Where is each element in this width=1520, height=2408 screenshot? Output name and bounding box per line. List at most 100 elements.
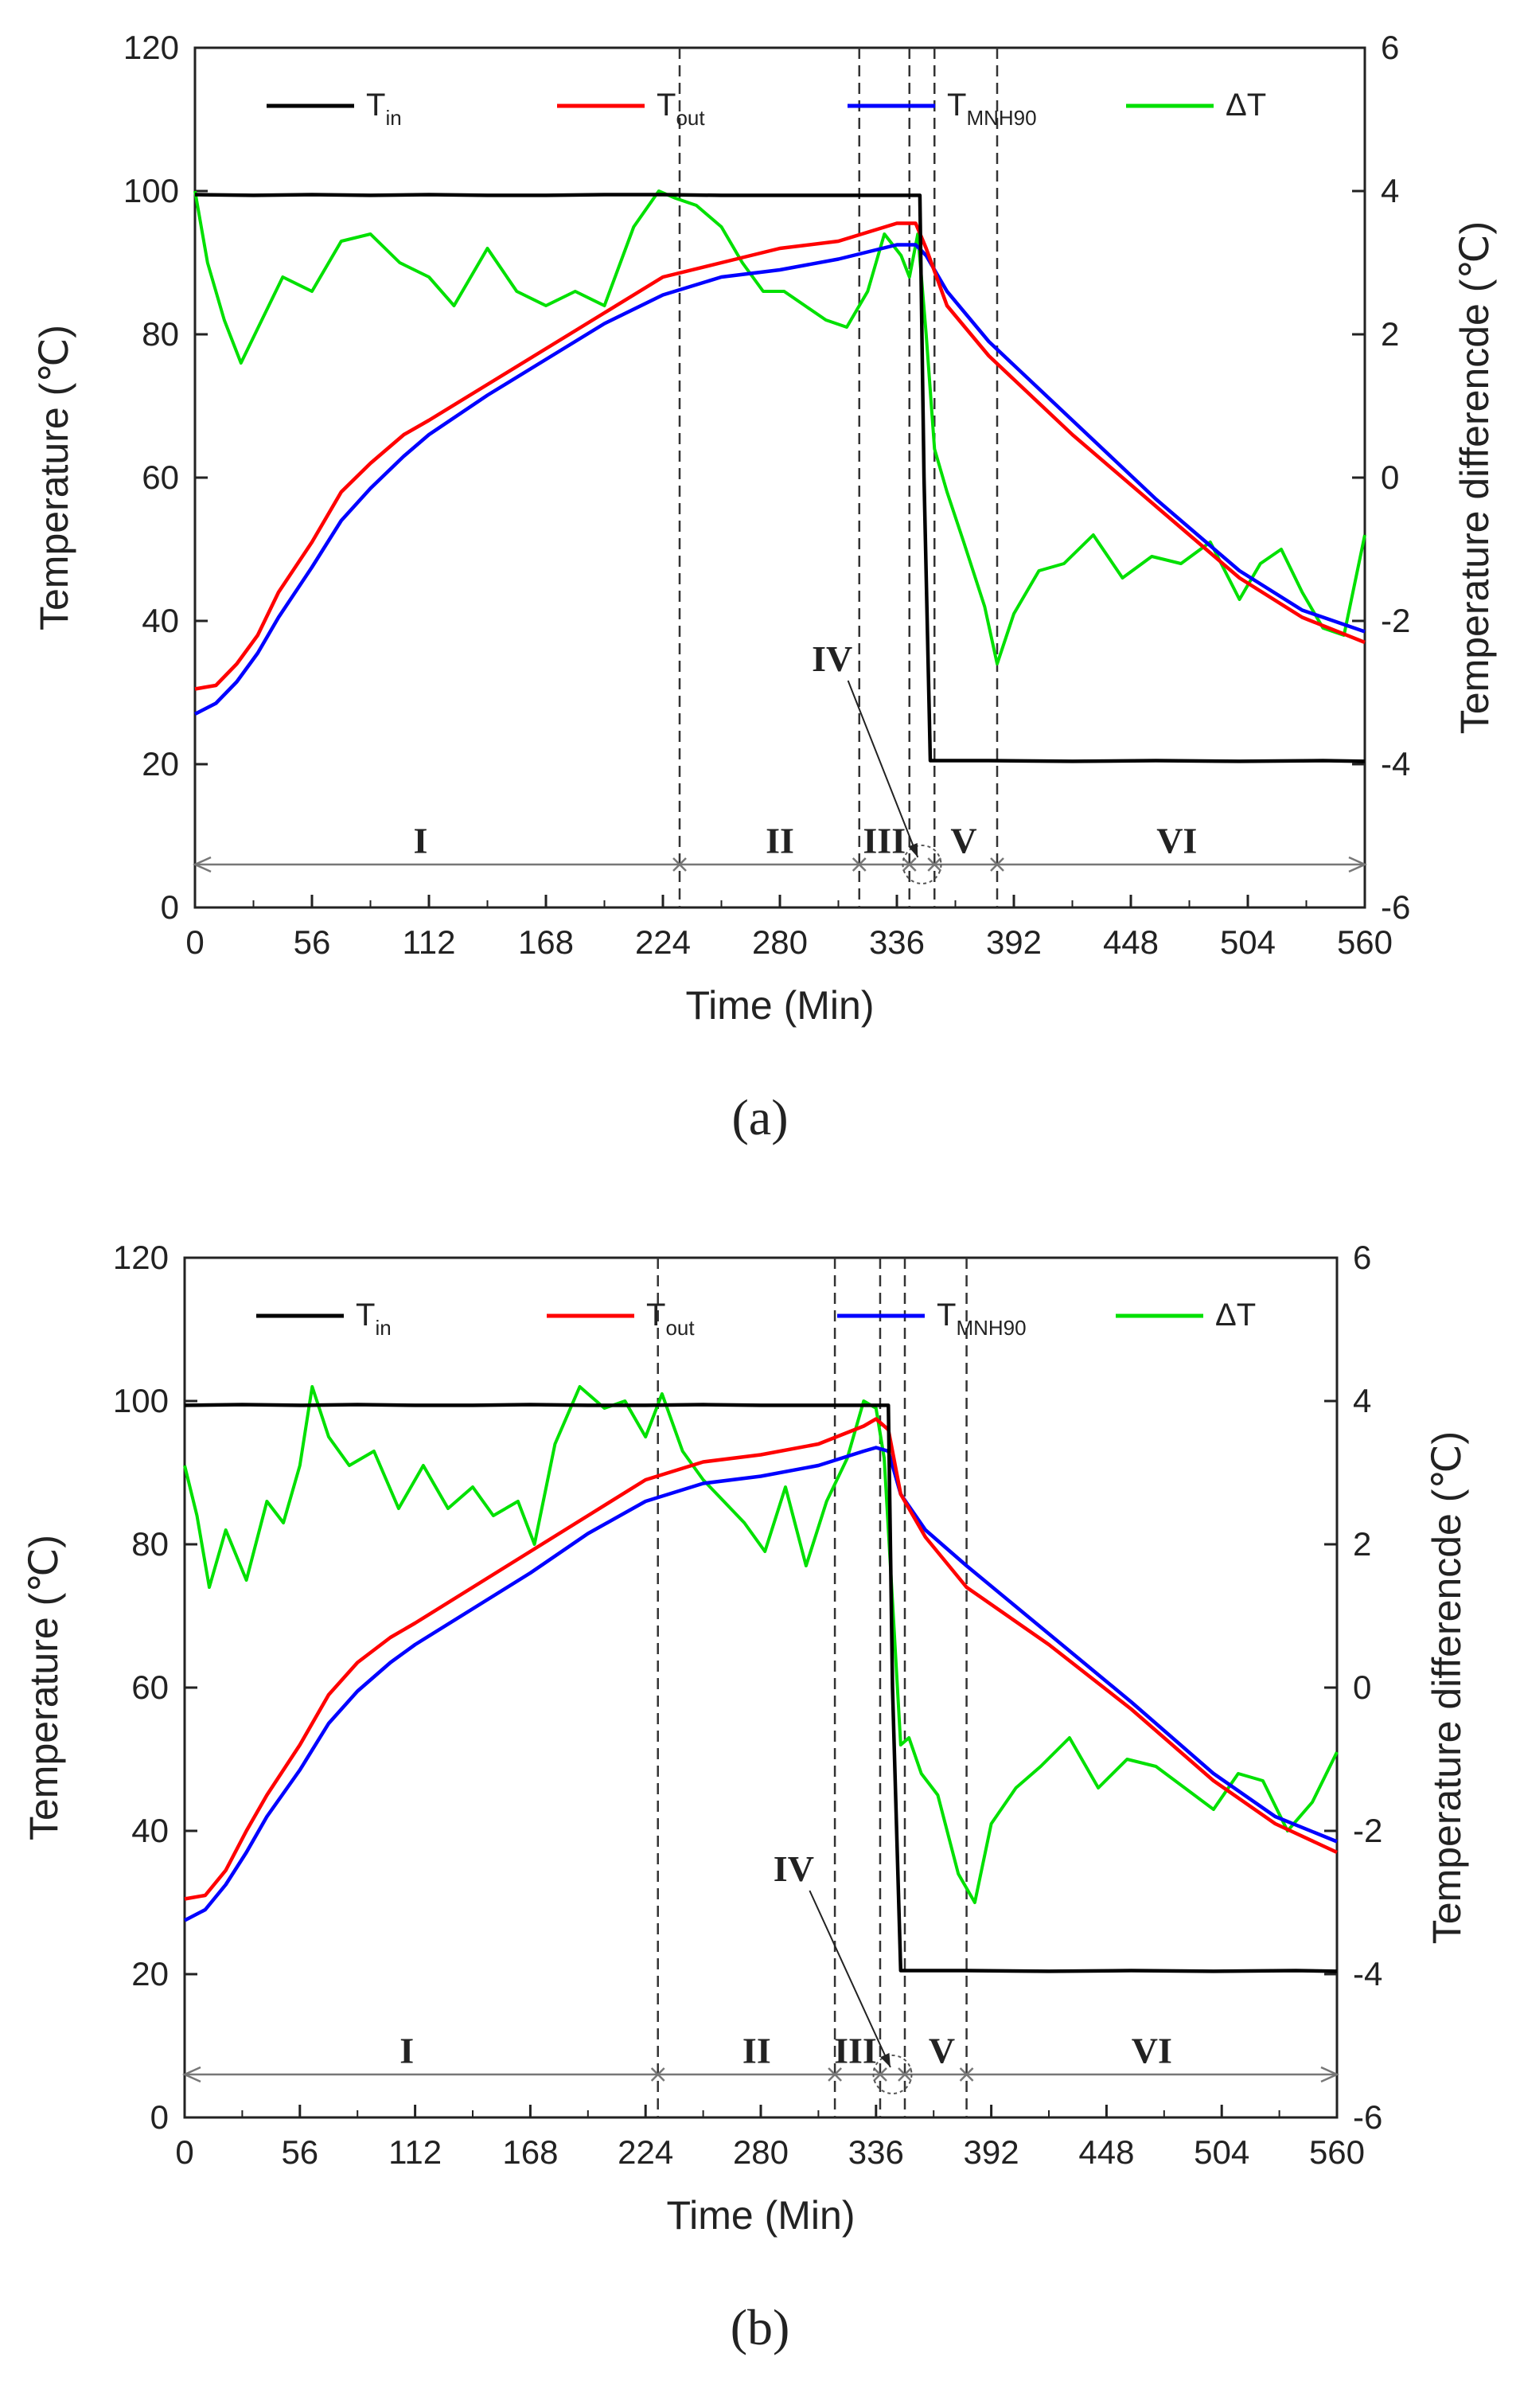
y-left-tick-label: 20	[142, 745, 179, 783]
stage-arrow-head-left	[181, 2066, 201, 2083]
y-right-tick-label: 0	[1353, 1668, 1371, 1706]
legend-label-t-mnh90: TMNH90	[947, 88, 1037, 130]
x-tick-label: 560	[1309, 2133, 1365, 2171]
legend-label-delta-t: ΔT	[1215, 1298, 1256, 1333]
series-line-t-in	[194, 193, 1366, 763]
x-tick-label: 504	[1220, 923, 1276, 961]
stage-boundary-cross	[873, 2067, 887, 2082]
series-line-delta-t	[183, 1385, 1339, 1904]
y-right-tick-label: 6	[1381, 29, 1399, 66]
stage-label: VI	[1156, 821, 1197, 861]
stage-arrow-head-right	[1348, 856, 1368, 873]
stage-label: V	[929, 2031, 955, 2071]
x-tick-label: 112	[388, 2133, 442, 2171]
legend-label-t-mnh90: TMNH90	[937, 1298, 1027, 1340]
legend-label-delta-t: ΔT	[1226, 88, 1266, 123]
stage-boundary-cross	[650, 2067, 665, 2082]
series-line-t-out	[184, 1417, 1338, 1901]
stage-label: V	[950, 821, 976, 861]
y-left-tick-label: 0	[161, 888, 179, 926]
x-tick-label: 280	[733, 2133, 789, 2171]
legend-label-t-out: Tout	[646, 1298, 695, 1340]
y-right-tick-label: 0	[1381, 459, 1399, 496]
x-tick-label: 280	[752, 923, 808, 961]
stage-label-iv: IV	[812, 638, 852, 679]
y-right-tick-label: -2	[1353, 1812, 1382, 1849]
stage-iv-arrow-head	[880, 2053, 891, 2067]
y-left-tick-label: 120	[123, 29, 179, 66]
y-right-tick-label: 6	[1353, 1239, 1371, 1276]
panel-label: (b)	[731, 2299, 790, 2355]
legend-label-t-out: Tout	[657, 88, 705, 130]
x-tick-label: 448	[1103, 923, 1159, 961]
y-right-tick-label: -6	[1353, 2098, 1382, 2136]
x-tick-label: 504	[1194, 2133, 1249, 2171]
stage-iv-circle	[902, 845, 942, 884]
x-tick-label: 560	[1337, 923, 1393, 961]
y-left-axis-title: Temperature (℃)	[32, 325, 76, 630]
y-left-tick-label: 0	[150, 2098, 169, 2136]
stage-iv-arrow-head	[908, 843, 918, 857]
chart-panel-b: 0 56 112 168 224 280 336 392 448 504 560 0 20 40 60 80 1…	[0, 1194, 1520, 2408]
y-left-tick-label: 40	[142, 602, 179, 639]
x-tick-label: 224	[618, 2133, 673, 2171]
x-axis-title: Time (Min)	[666, 2193, 855, 2238]
y-right-axis-title: Temperature differencde (℃)	[1425, 1431, 1469, 1944]
stage-boundary-cross	[902, 857, 917, 872]
series-line-t-mnh90	[183, 1446, 1338, 1922]
x-tick-label: 392	[986, 923, 1042, 961]
x-tick-label: 168	[502, 2133, 558, 2171]
stage-label: III	[834, 2031, 877, 2071]
stage-boundary-cross	[898, 2067, 912, 2082]
legend-label-t-in: Tin	[356, 1298, 392, 1340]
y-left-tick-label: 100	[113, 1382, 169, 1419]
plot-frame	[183, 1256, 1339, 2119]
series-line-t-out	[194, 221, 1366, 691]
y-left-tick-label: 20	[131, 1955, 169, 1992]
x-tick-label: 336	[869, 923, 925, 961]
stage-label: VI	[1132, 2031, 1172, 2071]
plot-frame	[193, 46, 1366, 909]
stage-label: II	[766, 821, 794, 861]
stage-boundary-cross	[927, 857, 942, 872]
stage-iv-arrow-line	[847, 680, 919, 858]
stage-label-iv: IV	[774, 1848, 814, 1889]
x-tick-label: 336	[848, 2133, 904, 2171]
y-right-tick-label: 2	[1353, 1525, 1371, 1563]
y-left-tick-label: 80	[142, 315, 179, 353]
chart-a-svg: 0 56 112 168 224 280 336 392 448 504 5600204060801…	[32, 29, 1497, 1145]
stage-boundary-cross	[959, 2067, 974, 2082]
x-tick-label: 0	[185, 923, 204, 961]
stage-label: III	[863, 821, 906, 861]
stage-label: I	[414, 821, 428, 861]
y-left-axis-title: Temperature (℃)	[21, 1535, 66, 1840]
stage-boundary-cross	[852, 857, 867, 872]
x-tick-label: 56	[294, 923, 331, 961]
x-tick-label: 448	[1078, 2133, 1134, 2171]
y-left-tick-label: 100	[123, 172, 179, 209]
x-axis-title: Time (Min)	[685, 983, 874, 1028]
y-right-tick-label: -6	[1381, 888, 1410, 926]
y-left-tick-label: 60	[142, 459, 179, 496]
x-tick-label: 112	[403, 923, 456, 961]
series-line-t-mnh90	[193, 243, 1366, 716]
legend-label-t-in: Tin	[366, 88, 402, 130]
stage-arrow-head-right	[1320, 2066, 1340, 2083]
stage-label: II	[742, 2031, 771, 2071]
x-tick-label: 392	[964, 2133, 1019, 2171]
y-left-tick-label: 80	[131, 1525, 169, 1563]
series-line-t-in	[184, 1403, 1338, 1973]
y-right-tick-label: 4	[1381, 172, 1399, 209]
x-tick-label: 0	[175, 2133, 193, 2171]
stage-boundary-cross	[990, 857, 1004, 872]
y-right-tick-label: -4	[1353, 1955, 1382, 1992]
y-right-tick-label: 2	[1381, 315, 1399, 353]
x-tick-label: 56	[281, 2133, 318, 2171]
y-right-axis-title: Temperature differencde (℃)	[1452, 221, 1497, 734]
y-right-tick-label: -4	[1381, 745, 1410, 783]
stage-boundary-cross	[828, 2067, 842, 2082]
y-left-tick-label: 120	[113, 1239, 169, 1276]
chart-panel-a: 0 56 112 168 224 280 336 392 448 504 560 0 20 40 60 80 1…	[0, 0, 1520, 1194]
stage-boundary-cross	[672, 857, 687, 872]
x-tick-label: 224	[635, 923, 691, 961]
